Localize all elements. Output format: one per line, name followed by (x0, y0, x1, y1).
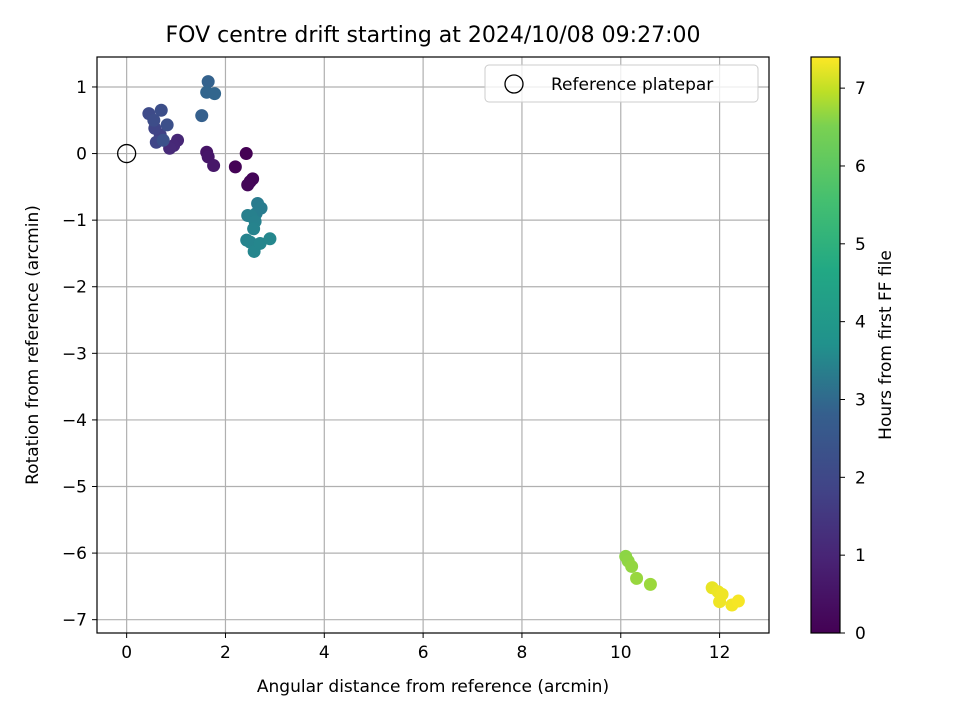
x-tick-label: 2 (220, 643, 231, 663)
data-point (228, 160, 242, 174)
data-point (643, 577, 657, 591)
y-tick-label: −5 (62, 478, 87, 498)
colorbar-tick-label: 5 (855, 235, 866, 255)
data-point (241, 178, 255, 192)
legend-marker-reference (504, 74, 524, 94)
data-point (160, 118, 174, 132)
y-tick-label: 0 (76, 145, 87, 165)
data-point (239, 147, 253, 161)
data-point (253, 236, 267, 250)
data-point (156, 133, 170, 147)
colorbar-tick-label: 0 (855, 624, 866, 644)
data-point (208, 87, 222, 101)
data-point (731, 594, 745, 608)
y-axis-label: Rotation from reference (arcmin) (23, 205, 43, 485)
data-point (625, 559, 639, 573)
legend-box (484, 64, 759, 103)
y-tick-label: −3 (62, 344, 87, 364)
colorbar-tick-label: 4 (855, 313, 866, 333)
reference-point-marker (116, 143, 137, 164)
colorbar-tick-label: 3 (855, 390, 866, 410)
colorbar-label: Hours from first FF file (876, 250, 896, 440)
data-point (147, 113, 161, 127)
data-points (116, 75, 745, 612)
colorbar-tick-label: 6 (855, 157, 866, 177)
plot-frame (96, 56, 770, 634)
y-tick-label: −1 (62, 211, 87, 231)
legend-label-reference: Reference platepar (551, 75, 713, 95)
colorbar-ticks: 0 1 2 3 4 5 6 7 (840, 79, 866, 644)
x-tick-label: 10 (610, 643, 632, 663)
colorbar: 0 1 2 3 4 5 6 7 Hours from first FF file (810, 56, 896, 644)
colorbar-tick-label: 7 (855, 79, 866, 99)
colorbar-tick-label: 2 (855, 468, 866, 488)
data-point (263, 232, 277, 246)
y-tick-label: −7 (62, 611, 87, 631)
chart-title: FOV centre drift starting at 2024/10/08 … (166, 23, 701, 48)
data-point (201, 75, 215, 89)
x-tick-label: 4 (319, 643, 330, 663)
x-tick-label: 6 (418, 643, 429, 663)
y-tick-label: −2 (62, 278, 87, 298)
legend: Reference platepar (484, 64, 759, 103)
data-point (630, 571, 644, 585)
y-tick-label: −4 (62, 411, 87, 431)
data-point (207, 159, 221, 173)
data-point (713, 595, 727, 609)
x-axis-label: Angular distance from reference (arcmin) (257, 677, 609, 697)
data-point (247, 222, 261, 236)
y-tick-label: 1 (76, 78, 87, 98)
colorbar-gradient (810, 56, 841, 634)
x-tick-label: 0 (121, 643, 132, 663)
data-point (195, 109, 209, 123)
data-point (154, 103, 168, 117)
colorbar-tick-label: 1 (855, 546, 866, 566)
y-tick-label: −6 (62, 544, 87, 564)
x-tick-label: 12 (709, 643, 731, 663)
x-tick-label: 8 (517, 643, 528, 663)
